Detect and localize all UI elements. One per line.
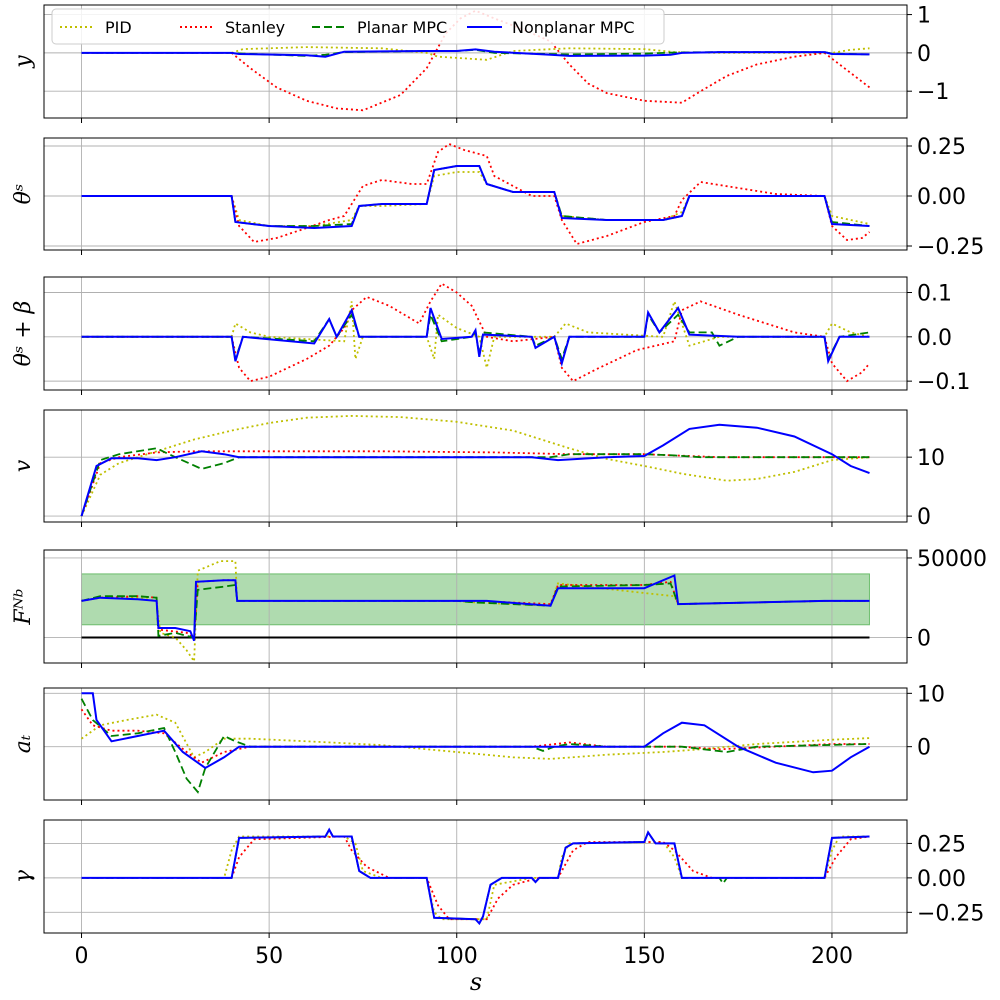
panel-fn: 50000 0 Fᴺᵇ xyxy=(11,547,987,668)
y-axis-label: θˢ + β xyxy=(11,301,36,367)
legend-label: Nonplanar MPC xyxy=(512,18,635,37)
series-line-nonplanar-mpc xyxy=(81,827,870,926)
series-line-planar-mpc xyxy=(80,447,870,517)
series-line-pid xyxy=(80,414,870,517)
y-axis-label: γ xyxy=(11,869,36,883)
y-tick-label: −0.25 xyxy=(917,235,984,260)
legend-label: Stanley xyxy=(225,18,285,37)
series-line-stanley xyxy=(81,835,870,921)
y-tick-label: 0.00 xyxy=(917,867,966,892)
y-tick-label: 10 xyxy=(917,682,945,707)
y-tick-label: 0.25 xyxy=(917,832,966,857)
series-line-pid xyxy=(80,713,870,760)
x-tick-label: 150 xyxy=(623,944,665,969)
series-line-stanley xyxy=(81,282,871,383)
y-tick-label: 50000 xyxy=(917,547,987,572)
x-tick-label: 100 xyxy=(436,944,478,969)
legend-label: Planar MPC xyxy=(357,18,447,37)
y-tick-label: 0 xyxy=(917,736,931,761)
series-line-stanley xyxy=(81,142,871,246)
series-line-pid xyxy=(81,298,870,369)
panel-v: 10 0 v xyxy=(11,409,945,530)
y-tick-label: 0 xyxy=(917,505,931,530)
legend-label: PID xyxy=(105,18,132,37)
panel-frame xyxy=(43,276,908,391)
y-tick-label: 0.1 xyxy=(917,282,952,307)
legend-box xyxy=(51,8,665,45)
y-tick-label: 0 xyxy=(917,627,931,652)
y-tick-label: −0.1 xyxy=(917,370,970,395)
constraint-band xyxy=(81,573,870,626)
series-line-nonplanar-mpc xyxy=(81,165,870,230)
y-tick-label: 0.0 xyxy=(917,326,952,351)
x-axis: s 0 50 100 150 200 xyxy=(75,944,853,996)
series-line-planar-mpc xyxy=(80,698,870,794)
series-line-nonplanar-mpc xyxy=(81,692,870,774)
x-axis-label: s xyxy=(470,968,482,996)
y-axis-label: y xyxy=(11,55,36,69)
panel-frame xyxy=(43,4,908,119)
y-axis-label: aₜ xyxy=(11,734,36,753)
series-line-nonplanar-mpc xyxy=(81,48,870,58)
y-tick-label: 10 xyxy=(917,446,945,471)
panel-theta_s_beta: 0.1 0.0 −0.1 θˢ + β xyxy=(11,276,970,395)
series-line-nonplanar-mpc xyxy=(80,423,870,517)
series-line-pid xyxy=(81,835,870,921)
x-tick-label: 0 xyxy=(75,944,89,969)
panel-theta_s: 0.25 0.00 −0.25 θˢ xyxy=(11,135,984,260)
series-line-nonplanar-mpc xyxy=(81,574,870,642)
panel-frame xyxy=(43,549,908,664)
x-tick-label: 50 xyxy=(255,944,283,969)
y-tick-label: 0.00 xyxy=(917,185,966,210)
y-axis-label: θˢ xyxy=(11,184,36,205)
legend: PID Stanley Planar MPC Nonplanar MPC xyxy=(51,8,665,45)
panel-frame xyxy=(43,819,908,934)
y-tick-label: −0.25 xyxy=(917,901,984,926)
panel-frame xyxy=(43,137,908,251)
y-axis-label: v xyxy=(11,459,36,472)
y-tick-label: 0.25 xyxy=(917,135,966,160)
y-axis-label: Fᴺᵇ xyxy=(11,588,36,625)
y-tick-label: 1 xyxy=(917,4,931,29)
series-line-pid xyxy=(81,46,870,61)
series-line-stanley xyxy=(81,9,871,112)
panel-frame xyxy=(43,687,908,801)
y-tick-label: 0 xyxy=(917,42,931,67)
panel-gamma: 0.25 0.00 −0.25 γ xyxy=(11,819,984,938)
panel-frame xyxy=(43,409,908,523)
panel-a_t: 10 0 aₜ xyxy=(11,682,945,805)
y-tick-label: −1 xyxy=(917,80,949,105)
x-tick-label: 200 xyxy=(811,944,853,969)
series-line-nonplanar-mpc xyxy=(81,306,870,368)
